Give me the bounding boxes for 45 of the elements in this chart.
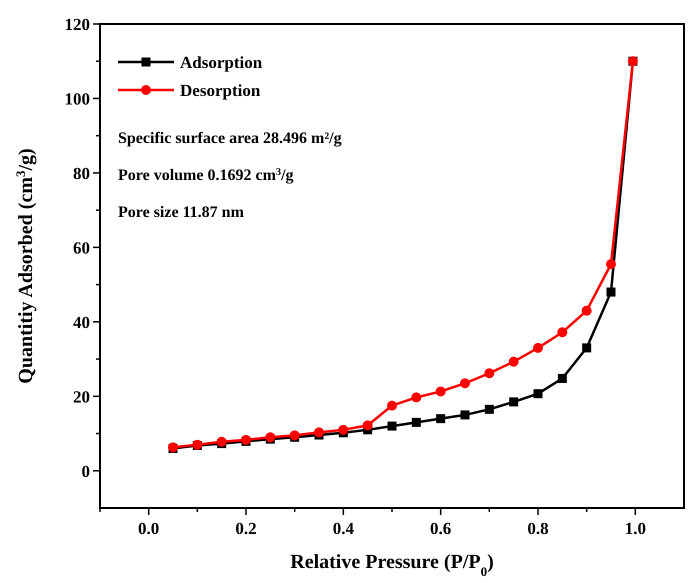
point	[509, 397, 518, 406]
point	[533, 342, 543, 353]
y-tick-label: 60	[73, 238, 90, 258]
point	[606, 288, 616, 297]
point	[436, 414, 446, 424]
point	[484, 404, 494, 414]
point	[411, 392, 422, 402]
point	[265, 432, 276, 442]
y-tick-label: 0	[82, 462, 90, 481]
point	[436, 386, 446, 396]
annotation: Pore size 11.87 nm	[118, 204, 245, 221]
y-tick-label: 100	[64, 89, 90, 108]
point	[534, 389, 542, 398]
point	[338, 424, 348, 435]
point	[582, 306, 592, 316]
annotation: Pore volume 0.1692 cm$^{3}$/g	[118, 166, 294, 184]
x-tick-label: 0.8	[527, 519, 549, 538]
x-tick-label: 0.6	[430, 519, 452, 538]
point	[290, 430, 300, 440]
legend-label: Desorption	[180, 81, 261, 100]
text: 0.0	[138, 519, 160, 538]
x-tick-label: 1.0	[624, 519, 646, 538]
point	[387, 400, 397, 411]
point	[216, 436, 227, 447]
point	[388, 422, 396, 431]
annotation: Specific surface area 28.496 m²/g	[118, 130, 342, 147]
y-tick-label: 40	[73, 312, 90, 332]
x-tick-label: 0.4	[332, 519, 354, 538]
point	[460, 410, 470, 420]
y-tick-label: 120	[64, 15, 90, 34]
y-tick-label: 80	[73, 164, 90, 183]
point	[460, 378, 470, 388]
point	[508, 356, 519, 367]
legend-label: Adsorption	[180, 53, 263, 72]
point	[484, 368, 494, 378]
point	[606, 259, 616, 270]
y-tick-label: 20	[73, 387, 90, 406]
point	[362, 420, 373, 430]
x-tick-label: 0.2	[235, 519, 257, 538]
point	[558, 374, 567, 383]
x-axis-title: Relative Pressure (P/P$_{0}$)	[290, 551, 494, 578]
point	[412, 418, 421, 427]
point	[314, 427, 324, 438]
point	[582, 343, 592, 352]
point	[557, 327, 568, 338]
